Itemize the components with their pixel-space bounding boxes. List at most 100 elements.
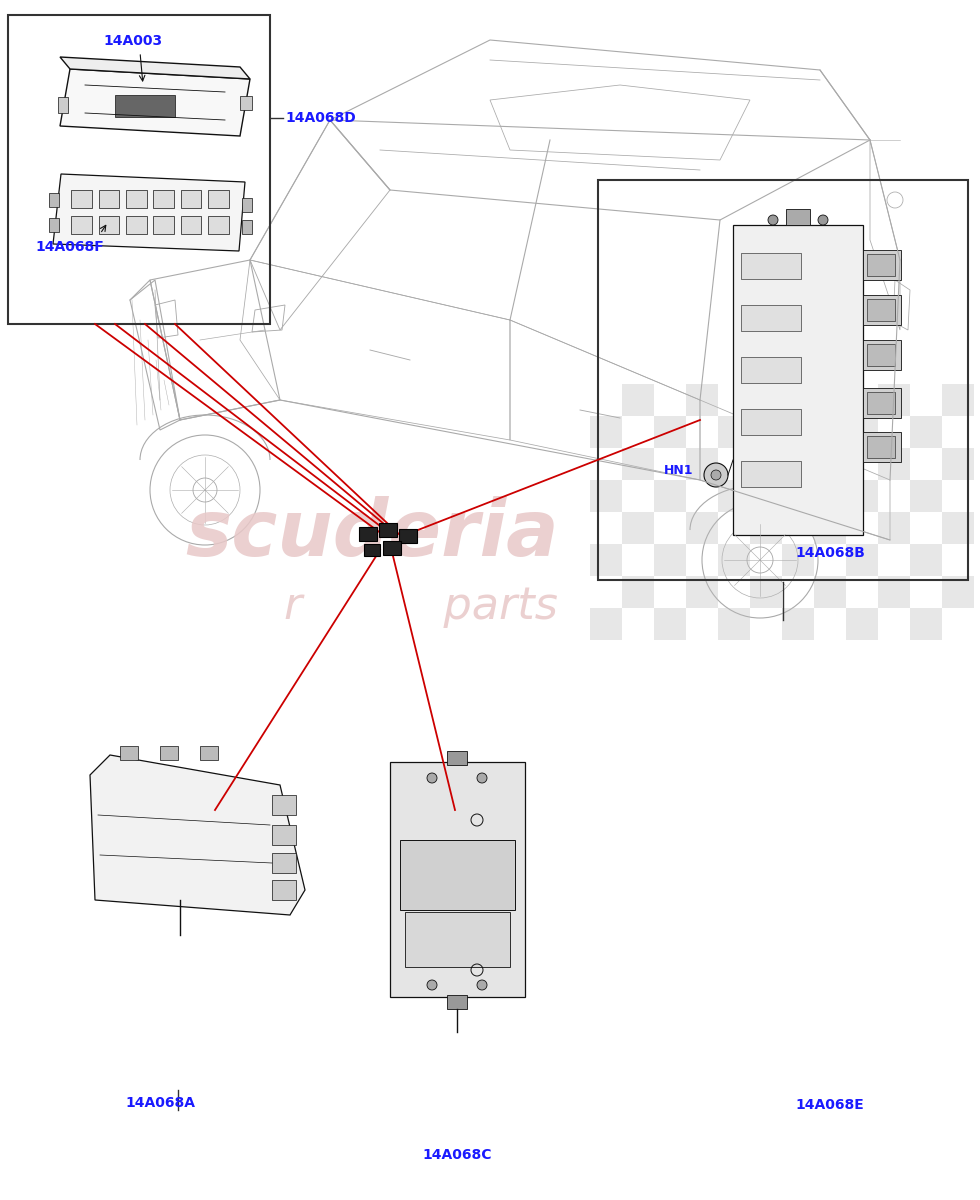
Polygon shape: [60, 56, 250, 79]
Circle shape: [711, 470, 721, 480]
Bar: [814, 512, 846, 544]
Bar: [750, 576, 782, 608]
Bar: [272, 853, 296, 874]
Bar: [590, 608, 622, 640]
Polygon shape: [90, 755, 305, 914]
Text: 14A068D: 14A068D: [285, 110, 356, 125]
Bar: [863, 295, 901, 325]
Bar: [272, 794, 296, 815]
Bar: [272, 826, 296, 845]
Bar: [405, 912, 510, 967]
Bar: [718, 416, 750, 448]
Bar: [359, 527, 377, 541]
Bar: [846, 608, 878, 640]
Bar: [686, 512, 718, 544]
Bar: [99, 190, 120, 209]
Text: scuderia: scuderia: [185, 496, 560, 572]
Bar: [814, 448, 846, 480]
Bar: [867, 254, 895, 276]
Bar: [8, 14, 270, 324]
Circle shape: [477, 980, 487, 990]
Circle shape: [768, 215, 778, 226]
Bar: [910, 608, 942, 640]
Bar: [863, 388, 901, 418]
Bar: [622, 448, 654, 480]
Bar: [741, 305, 801, 331]
Bar: [814, 576, 846, 608]
Bar: [863, 250, 901, 280]
Circle shape: [427, 773, 437, 782]
Bar: [622, 512, 654, 544]
Bar: [867, 344, 895, 366]
Bar: [733, 226, 863, 535]
Bar: [154, 216, 173, 234]
Bar: [272, 880, 296, 900]
Circle shape: [477, 773, 487, 782]
Bar: [750, 448, 782, 480]
Bar: [863, 340, 901, 370]
Bar: [240, 96, 252, 110]
Text: r          parts: r parts: [284, 584, 559, 628]
Bar: [782, 544, 814, 576]
Bar: [154, 190, 173, 209]
Bar: [741, 461, 801, 487]
Bar: [867, 392, 895, 414]
Bar: [750, 384, 782, 416]
Circle shape: [704, 463, 728, 487]
Bar: [782, 608, 814, 640]
Bar: [180, 216, 201, 234]
Bar: [126, 190, 147, 209]
Bar: [942, 512, 974, 544]
Bar: [686, 576, 718, 608]
Bar: [242, 220, 252, 234]
Bar: [399, 529, 417, 542]
Bar: [741, 253, 801, 278]
Bar: [590, 544, 622, 576]
Polygon shape: [53, 174, 245, 251]
Bar: [686, 448, 718, 480]
Bar: [782, 480, 814, 512]
Bar: [741, 358, 801, 383]
Bar: [126, 216, 147, 234]
Text: 14A068B: 14A068B: [795, 546, 865, 560]
Bar: [654, 608, 686, 640]
Bar: [654, 480, 686, 512]
Text: 14A003: 14A003: [104, 34, 163, 48]
Bar: [867, 436, 895, 458]
Bar: [364, 544, 380, 556]
Bar: [686, 384, 718, 416]
Bar: [846, 416, 878, 448]
Bar: [741, 409, 801, 434]
Bar: [718, 544, 750, 576]
Bar: [115, 95, 175, 116]
Bar: [942, 448, 974, 480]
Bar: [718, 480, 750, 512]
Bar: [867, 299, 895, 320]
Bar: [786, 209, 810, 226]
Bar: [942, 576, 974, 608]
Bar: [878, 448, 910, 480]
Bar: [58, 97, 68, 113]
Bar: [654, 544, 686, 576]
Bar: [718, 608, 750, 640]
Bar: [878, 576, 910, 608]
Bar: [942, 384, 974, 416]
Bar: [814, 384, 846, 416]
Bar: [200, 746, 218, 760]
Text: 14A068E: 14A068E: [796, 1098, 864, 1112]
Bar: [49, 193, 59, 206]
Bar: [72, 190, 92, 209]
Bar: [383, 541, 401, 554]
Bar: [447, 995, 467, 1009]
Bar: [910, 480, 942, 512]
Bar: [120, 746, 138, 760]
Bar: [846, 544, 878, 576]
Bar: [49, 218, 59, 232]
Bar: [590, 480, 622, 512]
Bar: [910, 544, 942, 576]
Bar: [598, 180, 968, 580]
Circle shape: [427, 980, 437, 990]
Bar: [390, 762, 525, 997]
Bar: [400, 840, 515, 910]
Bar: [590, 416, 622, 448]
